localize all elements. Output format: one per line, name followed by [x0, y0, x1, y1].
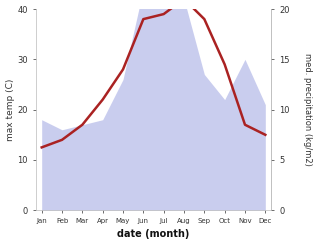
Y-axis label: med. precipitation (kg/m2): med. precipitation (kg/m2): [303, 53, 313, 166]
Y-axis label: max temp (C): max temp (C): [5, 78, 15, 141]
X-axis label: date (month): date (month): [117, 230, 190, 239]
